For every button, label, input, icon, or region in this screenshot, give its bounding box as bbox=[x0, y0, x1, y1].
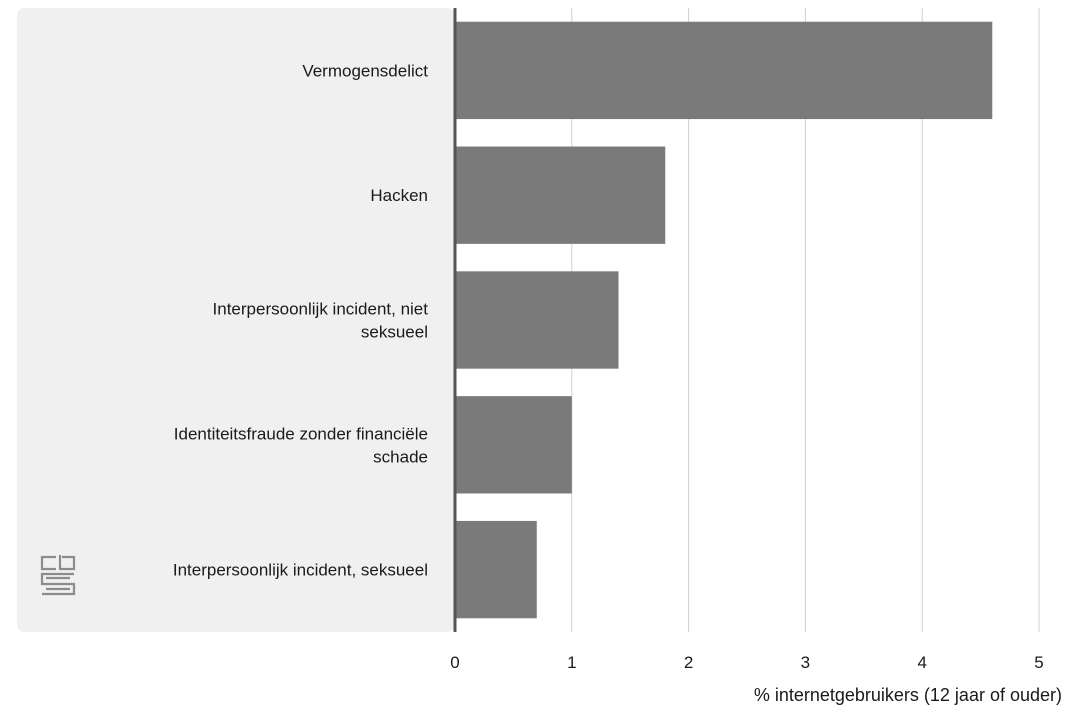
x-tick-label: 3 bbox=[801, 653, 810, 672]
category-label: Identiteitsfraude zonder financiële schad… bbox=[174, 424, 428, 466]
category-label: Interpersoonlijk incident, niet seksueel bbox=[213, 300, 429, 342]
x-tick-labels: 0 1 2 3 4 5 bbox=[450, 653, 1043, 672]
bar bbox=[455, 520, 537, 619]
x-axis-title: % internetgebruikers (12 jaar of ouder) bbox=[754, 685, 1062, 705]
x-tick-label: 5 bbox=[1034, 653, 1043, 672]
x-tick-label: 2 bbox=[684, 653, 693, 672]
category-labels: Vermogensdelict Hacken Interpersoonlijk in… bbox=[173, 61, 428, 579]
cbs-logo bbox=[40, 555, 76, 596]
bars bbox=[455, 21, 993, 619]
category-label: Interpersoonlijk incident, seksueel bbox=[173, 561, 428, 580]
bar bbox=[455, 21, 993, 120]
category-label: Vermogensdelict bbox=[302, 61, 428, 80]
x-tick-label: 4 bbox=[917, 653, 926, 672]
bar bbox=[455, 271, 619, 369]
x-tick-label: 1 bbox=[567, 653, 576, 672]
category-label-panel bbox=[17, 8, 455, 632]
category-label: Hacken bbox=[370, 186, 428, 205]
bar bbox=[455, 146, 666, 244]
bar bbox=[455, 396, 572, 494]
x-tick-label: 0 bbox=[450, 653, 459, 672]
